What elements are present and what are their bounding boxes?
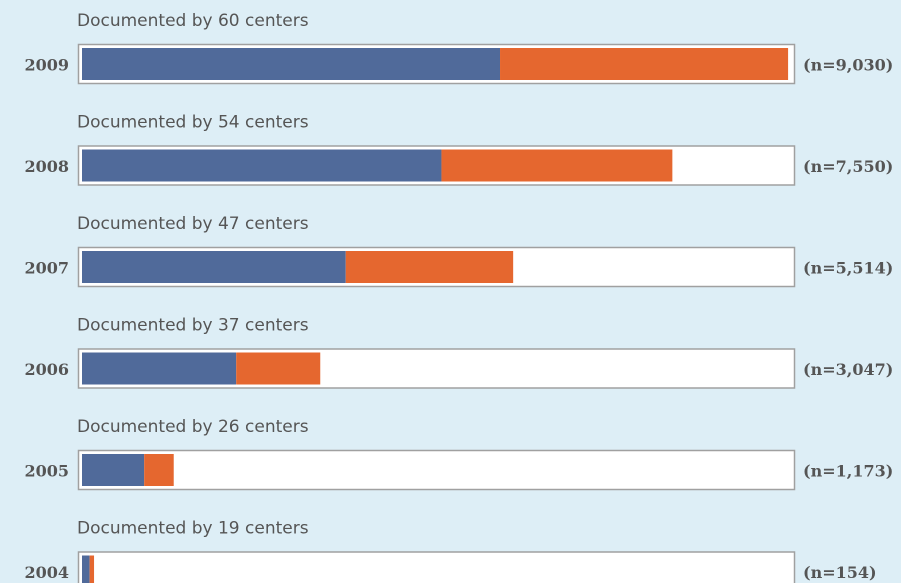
bar-segment	[144, 454, 174, 486]
row-note: Documented by 26 centers	[77, 417, 309, 437]
year-label: 2007	[24, 259, 69, 278]
total-label: (n=154)	[803, 563, 877, 582]
row-note: Documented by 60 centers	[77, 11, 309, 31]
bar-segment	[500, 48, 789, 80]
bar-segment	[82, 149, 442, 182]
bar-segment	[441, 149, 673, 182]
bar-segment	[82, 454, 145, 486]
bar-track	[77, 449, 796, 491]
year-label: 2006	[24, 360, 69, 379]
year-label: 2009	[24, 56, 69, 75]
total-label: (n=9,030)	[803, 56, 893, 75]
bar-segment	[82, 48, 501, 80]
row-note: Documented by 54 centers	[77, 113, 309, 133]
row-note: Documented by 19 centers	[77, 519, 309, 539]
total-label: (n=5,514)	[803, 259, 893, 278]
bar-segment	[82, 555, 90, 583]
bar-segment	[82, 251, 346, 283]
total-label: (n=3,047)	[803, 360, 893, 379]
total-label: (n=1,173)	[803, 462, 893, 481]
total-label: (n=7,550)	[803, 157, 893, 176]
bar-segment	[236, 352, 321, 385]
row-note: Documented by 37 centers	[77, 316, 309, 336]
bar-segment	[89, 555, 95, 583]
bar-track	[77, 551, 796, 583]
bar-segment	[82, 352, 237, 385]
bar-segment	[345, 251, 514, 283]
year-label: 2008	[24, 157, 69, 176]
year-label: 2005	[24, 462, 69, 481]
year-label: 2004	[24, 563, 69, 582]
row-note: Documented by 47 centers	[77, 214, 309, 234]
